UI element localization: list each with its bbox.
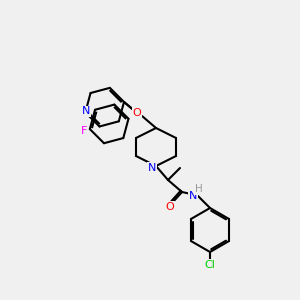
- Text: H: H: [195, 184, 203, 194]
- Text: N: N: [82, 106, 91, 116]
- Text: N: N: [148, 163, 156, 173]
- Text: O: O: [166, 202, 174, 212]
- Text: O: O: [133, 108, 141, 118]
- Text: F: F: [81, 126, 87, 136]
- Text: Cl: Cl: [205, 260, 215, 270]
- Text: N: N: [189, 191, 197, 201]
